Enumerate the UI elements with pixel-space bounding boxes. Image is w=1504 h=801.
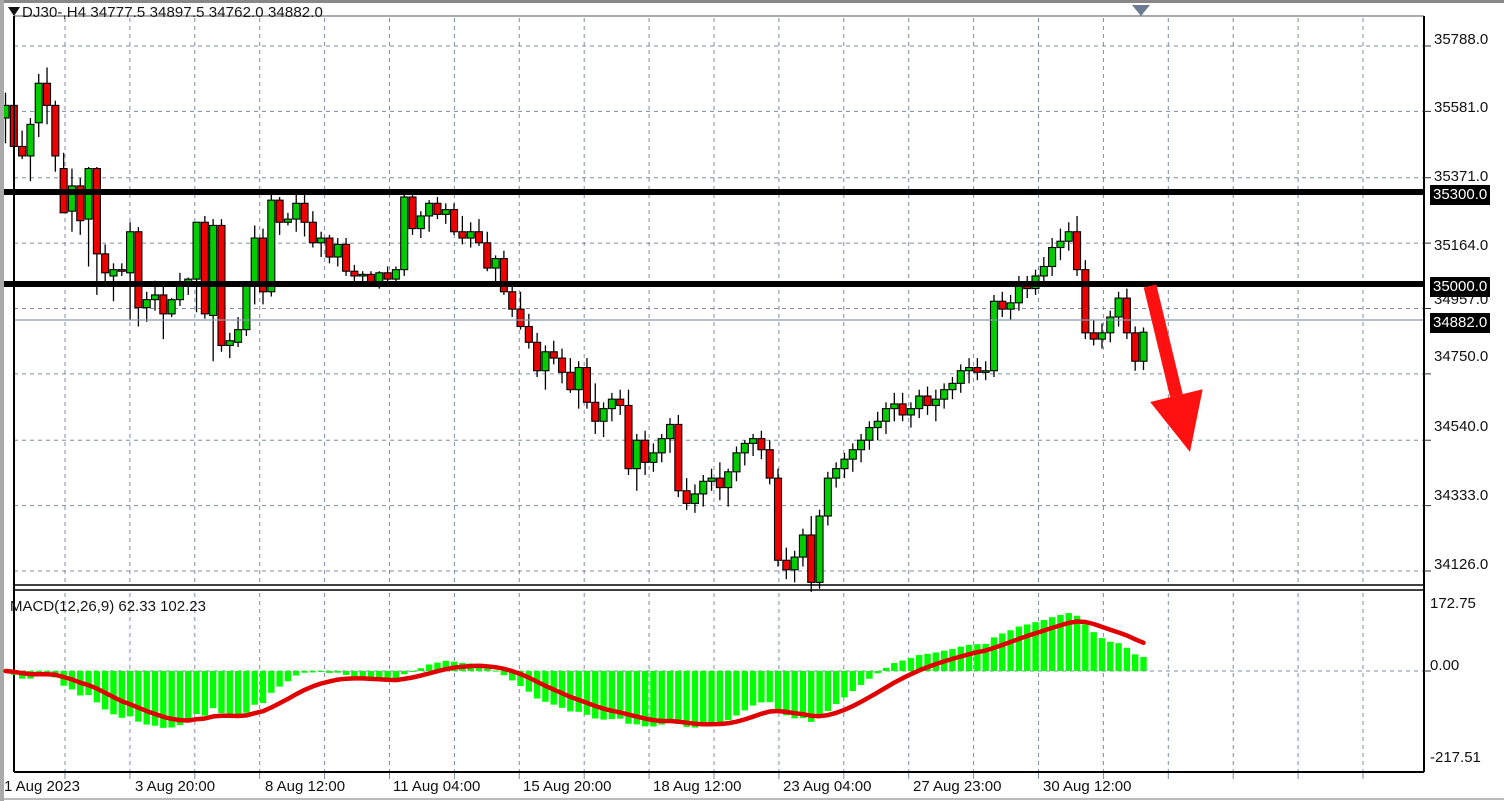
price-label: 34957.0	[1434, 291, 1489, 308]
time-axis-label: 23 Aug 04:00	[783, 778, 872, 795]
time-axis-label: 8 Aug 12:00	[265, 778, 346, 795]
time-axis-label: 27 Aug 23:00	[913, 778, 1002, 795]
price-label: 34750.0	[1434, 348, 1489, 365]
macd-axis-label: 0.00	[1430, 657, 1460, 674]
macd-axis-label: -217.51	[1430, 749, 1481, 766]
price-label-highlight[interactable]: 35000.0	[1430, 277, 1491, 297]
price-label: 35788.0	[1434, 31, 1489, 48]
time-axis-label: 3 Aug 20:00	[135, 778, 216, 795]
macd-axis-label: 172.75	[1430, 595, 1476, 612]
symbol-header: DJ30-,H4 34777.5 34897.5 34762.0 34882.0	[22, 4, 323, 21]
price-label: 35164.0	[1434, 237, 1489, 254]
macd-indicator-label: MACD(12,26,9) 62.33 102.23	[10, 598, 206, 615]
arrow-annotation	[1143, 284, 1203, 452]
price-label: 35581.0	[1434, 99, 1489, 116]
time-axis-label: 30 Aug 12:00	[1043, 778, 1132, 795]
time-axis-label: 1 Aug 2023	[4, 778, 80, 795]
header-collapse-icon	[8, 7, 20, 16]
price-label-highlight[interactable]: 35300.0	[1430, 185, 1491, 205]
time-axis-label: 11 Aug 04:00	[393, 778, 481, 795]
triangle-down-icon	[1132, 5, 1150, 16]
price-label: 34126.0	[1434, 556, 1489, 573]
price-label: 34333.0	[1434, 487, 1489, 504]
time-axis-label: 18 Aug 12:00	[653, 778, 742, 795]
price-label: 35371.0	[1434, 168, 1489, 185]
time-axis-label: 15 Aug 20:00	[523, 778, 612, 795]
price-label: 34540.0	[1434, 418, 1489, 435]
price-label-highlight[interactable]: 34882.0	[1430, 313, 1491, 333]
